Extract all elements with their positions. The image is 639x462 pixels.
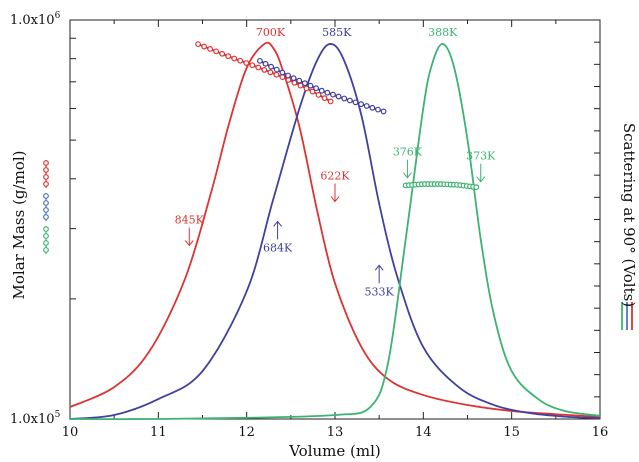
molar-mass-point (297, 82, 304, 89)
y-legend-point (43, 247, 49, 253)
molar-mass-point (335, 93, 342, 100)
molar-mass-point (268, 63, 275, 70)
molar-mass-point (261, 67, 268, 73)
x-tick-label: 13 (327, 425, 344, 440)
annotation-label: 585K (322, 26, 352, 39)
molar-mass-point (285, 77, 292, 83)
y-tick-label-bottom: 1.0x105 (10, 410, 61, 427)
annotation-label: 376K (393, 146, 423, 159)
y-legend-point (43, 167, 49, 173)
molar-mass-point (273, 66, 280, 73)
x-tick-label: 12 (238, 425, 255, 440)
y-legend-point (43, 240, 49, 246)
annotation-arrowhead (184, 240, 194, 247)
x-tick-label: 10 (62, 425, 79, 440)
molar-mass-point (315, 91, 322, 98)
molar-mass-point (330, 91, 336, 98)
molar-mass-point (273, 71, 280, 78)
y-legend-point (43, 226, 49, 232)
annotation-group: 700K 585K 388K 622K 845K 684K 533K 376K 373K (175, 26, 496, 298)
molar-mass-point (231, 55, 238, 62)
scattering-curve-2 (69, 43, 601, 420)
molar-mass-point (195, 41, 201, 48)
molar-mass-point (267, 69, 274, 76)
x-tick-label: 11 (150, 425, 167, 440)
molar-mass-point (313, 85, 320, 92)
molar-mass-point (321, 95, 328, 102)
molar-mass-point (219, 50, 226, 57)
x-tick-label: 14 (415, 425, 432, 440)
annotation-arrowhead (273, 220, 282, 227)
y-legend-point (43, 200, 49, 206)
legend-marks (43, 160, 633, 330)
molar-mass-point (296, 77, 303, 84)
molar-mass-point (327, 98, 334, 105)
y-tick-label-top: 1.0x106 (10, 11, 61, 28)
molar-mass-point (303, 85, 310, 92)
annotation-label: 533K (365, 285, 395, 298)
molar-mass-point (237, 57, 244, 64)
molar-mass-point (207, 46, 214, 52)
molar-mass-point (279, 74, 286, 81)
molar-mass-point (380, 108, 387, 115)
molar-mass-point (473, 184, 480, 191)
molar-mass-point (249, 62, 256, 69)
curve-group (69, 41, 601, 420)
y-legend-point (43, 181, 49, 187)
annotation-label: 373K (466, 150, 496, 163)
molar-mass-point (301, 80, 308, 87)
molar-mass-point (309, 88, 316, 95)
y-legend-point (43, 193, 49, 199)
y-axis-title: Molar Mass (g/mol) (10, 151, 28, 300)
molar-mass-point (279, 69, 286, 76)
x-tick-label: 16 (592, 425, 609, 440)
molar-mass-point (290, 75, 297, 82)
molar-mass-point (363, 103, 370, 109)
molar-mass-point (201, 43, 208, 50)
molar-mass-point (307, 82, 314, 89)
molar-mass-point (255, 64, 262, 71)
molar-mass-point (291, 79, 298, 86)
molar-mass-point (375, 106, 381, 113)
scattering-curve-0 (69, 41, 601, 418)
molar-mass-point (262, 60, 269, 67)
annotation-label: 622K (320, 170, 350, 183)
y2-axis-title: Scattering at 90° (Volts) (620, 123, 638, 307)
y-legend-point (43, 214, 49, 220)
molar-mass-point (318, 87, 325, 94)
annotation-label: 700K (256, 26, 286, 39)
annotation-arrowhead (330, 196, 340, 203)
x-tick-label: 15 (503, 425, 520, 440)
molar-mass-point (285, 72, 291, 79)
molar-mass-point (257, 57, 263, 64)
molar-mass-point (358, 101, 364, 108)
annotation-arrowhead (374, 264, 384, 271)
plot-frame (69, 19, 601, 420)
molar-mass-point (324, 89, 331, 96)
annotation-label: 388K (428, 26, 458, 39)
molar-mass-point (341, 95, 348, 102)
scattering-curve-1 (69, 43, 601, 420)
y-legend-point (43, 233, 49, 239)
molar-mass-point (369, 104, 376, 111)
annotation-arrowhead (476, 176, 486, 183)
molar-mass-point (243, 60, 250, 66)
annotation-label: 845K (175, 213, 205, 226)
x-axis-title: Volume (ml) (288, 442, 381, 460)
marker-group (195, 41, 480, 191)
y-legend-point (43, 207, 49, 213)
y-legend-point (43, 174, 49, 180)
molar-mass-point (352, 99, 359, 106)
molar-mass-point (346, 97, 353, 104)
annotation-label: 684K (263, 241, 293, 254)
tick-group: 10 11 12 13 14 15 16 (62, 20, 609, 440)
annotation-arrowhead (403, 172, 412, 179)
molar-mass-point (225, 53, 232, 60)
y-legend-point (43, 160, 49, 166)
molar-mass-point (213, 48, 220, 55)
